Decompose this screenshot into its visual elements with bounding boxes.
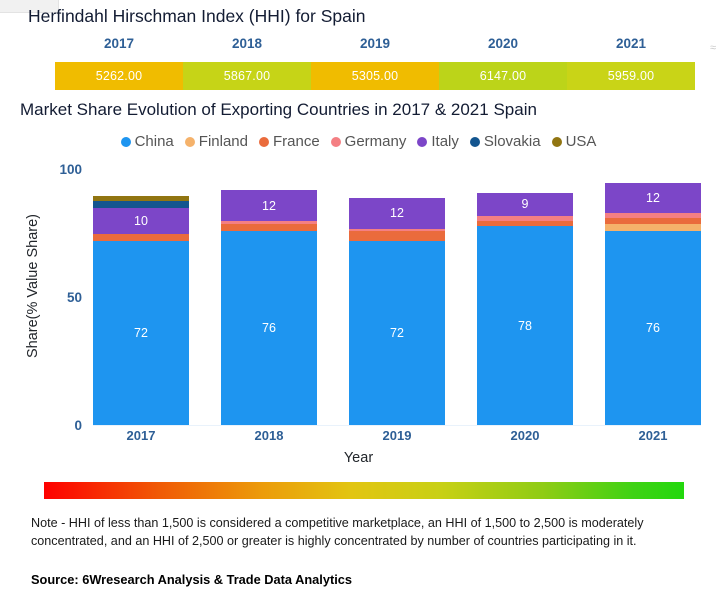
legend-item-italy[interactable]: Italy (417, 133, 459, 150)
legend-dot-icon (330, 136, 341, 147)
stacked-bars: 10 72 12 76 12 72 9 78 12 76 (93, 170, 701, 425)
bar-segment-china-2018[interactable]: 76 (221, 231, 317, 425)
bar-segment-france-2018[interactable] (221, 223, 317, 232)
bar-column-2017[interactable]: 10 72 (93, 170, 189, 425)
x-label-2020: 2020 (510, 428, 540, 443)
legend-item-china[interactable]: China (120, 133, 174, 150)
x-axis-labels: 2017 2018 2019 2020 2021 (93, 428, 701, 443)
x-label-2017: 2017 (126, 428, 156, 443)
legend-item-france[interactable]: France (258, 133, 320, 150)
hhi-value-2020: 6147.00 (439, 62, 567, 90)
x-label-2018: 2018 (254, 428, 284, 443)
legend-label: Finland (198, 133, 248, 150)
y-tick-100: 100 (59, 162, 82, 177)
legend-dot-icon (184, 136, 195, 147)
x-label-2019: 2019 (382, 428, 412, 443)
bar-segment-italy-2018[interactable]: 12 (221, 190, 317, 222)
bar-segment-china-2019[interactable]: 72 (349, 241, 445, 425)
hhi-scale-gradient-bar (44, 482, 684, 499)
chart-legend: China Finland France Germany Italy Slovakia US… (0, 133, 717, 150)
bar-segment-germany-2018[interactable] (221, 221, 317, 224)
legend-label: France (272, 133, 320, 150)
x-axis-title: Year (343, 450, 374, 466)
y-axis-title: Share(% Value Share) (25, 214, 41, 359)
legend-item-germany[interactable]: Germany (330, 133, 407, 150)
x-label-2021: 2021 (638, 428, 668, 443)
chart-title: Market Share Evolution of Exporting Coun… (20, 100, 537, 119)
legend-item-slovakia[interactable]: Slovakia (469, 133, 541, 150)
legend-item-finland[interactable]: Finland (184, 133, 248, 150)
chart-plot-area: Share(% Value Share) 100 50 0 10 72 12 76 12… (0, 160, 717, 466)
hhi-year-2018: 2018 (231, 36, 263, 51)
legend-label: China (134, 133, 174, 150)
legend-dot-icon (120, 136, 131, 147)
hhi-value-2017: 5262.00 (55, 62, 183, 90)
bar-segment-germany-2021[interactable] (605, 213, 701, 219)
bar-segment-china-2021[interactable]: 76 (605, 231, 701, 425)
bar-segment-france-2020[interactable] (477, 221, 573, 227)
bar-segment-germany-2020[interactable] (477, 215, 573, 222)
bar-segment-italy-2019[interactable]: 12 (349, 198, 445, 229)
bar-segment-germany-2019[interactable] (349, 228, 445, 232)
y-tick-0: 0 (74, 418, 82, 433)
bar-segment-china-2020[interactable]: 78 (477, 226, 573, 425)
legend-label: USA (565, 133, 597, 150)
source-line: Source: 6Wresearch Analysis & Trade Data… (31, 572, 353, 587)
hhi-year-2019: 2019 (359, 36, 391, 51)
bar-segment-finland-2021[interactable] (605, 223, 701, 232)
hhi-title: Herfindahl Hirschman Index (HHI) for Spa… (28, 6, 366, 26)
legend-label: Slovakia (483, 133, 541, 150)
hhi-value-2021: 5959.00 (567, 62, 695, 90)
hhi-year-2020: 2020 (487, 36, 519, 51)
bar-segment-france-2021[interactable] (605, 218, 701, 224)
bar-column-2019[interactable]: 12 72 (349, 170, 445, 425)
y-tick-50: 50 (66, 290, 82, 305)
right-edge-mark: ≈ (709, 42, 717, 54)
bar-segment-italy-2021[interactable]: 12 (605, 182, 701, 214)
bar-column-2021[interactable]: 12 76 (605, 170, 701, 425)
bar-segment-france-2019[interactable] (349, 231, 445, 242)
legend-item-usa[interactable]: USA (551, 133, 597, 150)
legend-dot-icon (417, 136, 428, 147)
hhi-year-header: 2017 2018 2019 2020 2021 (55, 36, 695, 56)
bar-segment-china-2017[interactable]: 72 (93, 241, 189, 425)
bar-segment-usa-2017[interactable] (93, 195, 189, 201)
bar-column-2018[interactable]: 12 76 (221, 170, 317, 425)
hhi-year-2021: 2021 (615, 36, 647, 51)
hhi-value-2019: 5305.00 (311, 62, 439, 90)
window-corner-box (0, 0, 59, 13)
hhi-value-bar: 5262.00 5867.00 5305.00 6147.00 5959.00 (55, 62, 695, 90)
bar-segment-slovakia-2017[interactable] (93, 200, 189, 209)
legend-dot-icon (258, 136, 269, 147)
bar-column-2020[interactable]: 9 78 (477, 170, 573, 425)
hhi-value-2018: 5867.00 (183, 62, 311, 90)
legend-label: Italy (431, 133, 459, 150)
x-axis-line (93, 425, 701, 426)
bar-segment-italy-2020[interactable]: 9 (477, 192, 573, 216)
legend-dot-icon (469, 136, 480, 147)
hhi-year-2017: 2017 (103, 36, 135, 51)
legend-label: Germany (344, 133, 407, 150)
bar-segment-italy-2017[interactable]: 10 (93, 208, 189, 234)
footnote: Note - HHI of less than 1,500 is conside… (31, 516, 644, 549)
legend-dot-icon (551, 136, 562, 147)
bar-segment-france-2017[interactable] (93, 233, 189, 242)
